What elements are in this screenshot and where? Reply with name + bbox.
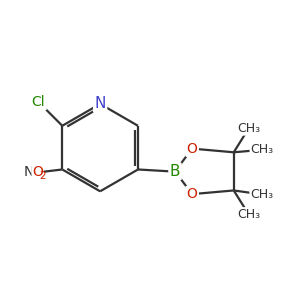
- Text: O: O: [32, 165, 43, 179]
- Text: N: N: [24, 165, 34, 179]
- Text: CH₃: CH₃: [250, 143, 274, 156]
- Text: B: B: [170, 164, 180, 179]
- Text: CH₃: CH₃: [237, 208, 260, 221]
- Text: O: O: [187, 187, 198, 201]
- Text: O: O: [187, 142, 198, 156]
- Text: CH₃: CH₃: [250, 188, 274, 201]
- Text: CH₃: CH₃: [237, 122, 260, 135]
- Text: 2: 2: [39, 171, 46, 181]
- Text: Cl: Cl: [32, 95, 45, 109]
- Text: N: N: [94, 96, 106, 111]
